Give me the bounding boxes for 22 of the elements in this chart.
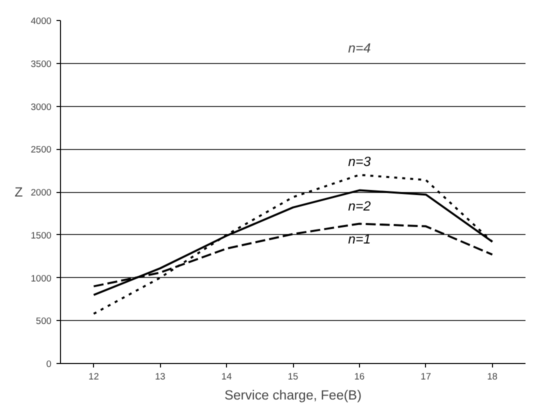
x-tick-label: 18 (487, 372, 498, 382)
y-tick-label: 4000 (30, 16, 52, 26)
y-tick-label: 1000 (30, 273, 52, 284)
y-tick-label: 2500 (30, 144, 52, 155)
y-tick-label: 3500 (30, 58, 52, 69)
y-tick-label: 1500 (30, 230, 52, 240)
x-axis-title: Service charge, Fee(B) (224, 388, 362, 402)
y-tick-label: 500 (36, 316, 52, 326)
annotation: n=4 (348, 40, 371, 56)
x-tick-label: 14 (221, 372, 232, 382)
series-label: n=3 (348, 154, 372, 169)
x-tick-label: 17 (420, 372, 432, 382)
series-label: n=2 (348, 198, 372, 214)
y-tick-label: 0 (46, 359, 52, 369)
y-tick-label: 2000 (30, 188, 52, 198)
x-tick-label: 16 (354, 372, 365, 382)
series-label: n=1 (348, 232, 371, 247)
x-tick-label: 15 (288, 372, 298, 382)
y-tick-label: 3000 (30, 102, 52, 112)
x-tick-label: 12 (88, 372, 99, 382)
x-tick-label: 13 (154, 372, 166, 382)
y-axis-title: Z (14, 184, 23, 200)
